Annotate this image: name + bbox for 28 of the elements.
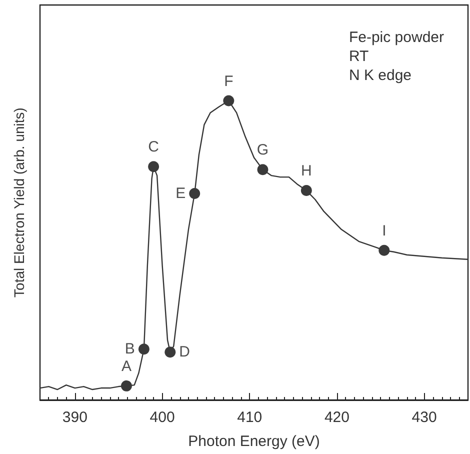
x-axis-title: Photon Energy (eV): [188, 433, 320, 450]
annotation: B: [124, 340, 135, 358]
text: Fe-pic powder: [348, 29, 444, 46]
y-axis-title: Total Electron Yield (arb. units): [11, 108, 27, 298]
point: [148, 161, 160, 172]
point: [138, 344, 150, 355]
x-tick-label: 420: [324, 409, 350, 426]
text: N K edge: [348, 67, 412, 84]
annotation: E: [176, 185, 186, 202]
point: [378, 244, 390, 256]
point: [300, 185, 312, 196]
annotation: D: [179, 344, 190, 361]
point: [189, 188, 200, 200]
annotation: C: [148, 138, 160, 156]
x-tick-label: 390: [62, 409, 88, 426]
annotation: I: [382, 222, 386, 240]
point: [164, 346, 176, 358]
annotation: H: [300, 162, 312, 180]
x-tick-label: 400: [150, 409, 175, 426]
annotation: F: [224, 72, 234, 90]
text: RT: [348, 48, 369, 65]
x-tick-label: 410: [237, 409, 262, 426]
point: [223, 95, 234, 106]
point: [257, 164, 268, 176]
annotation: G: [256, 142, 269, 159]
point: [120, 380, 132, 392]
x-tick-label: 430: [412, 409, 437, 426]
annotation: A: [121, 358, 132, 375]
